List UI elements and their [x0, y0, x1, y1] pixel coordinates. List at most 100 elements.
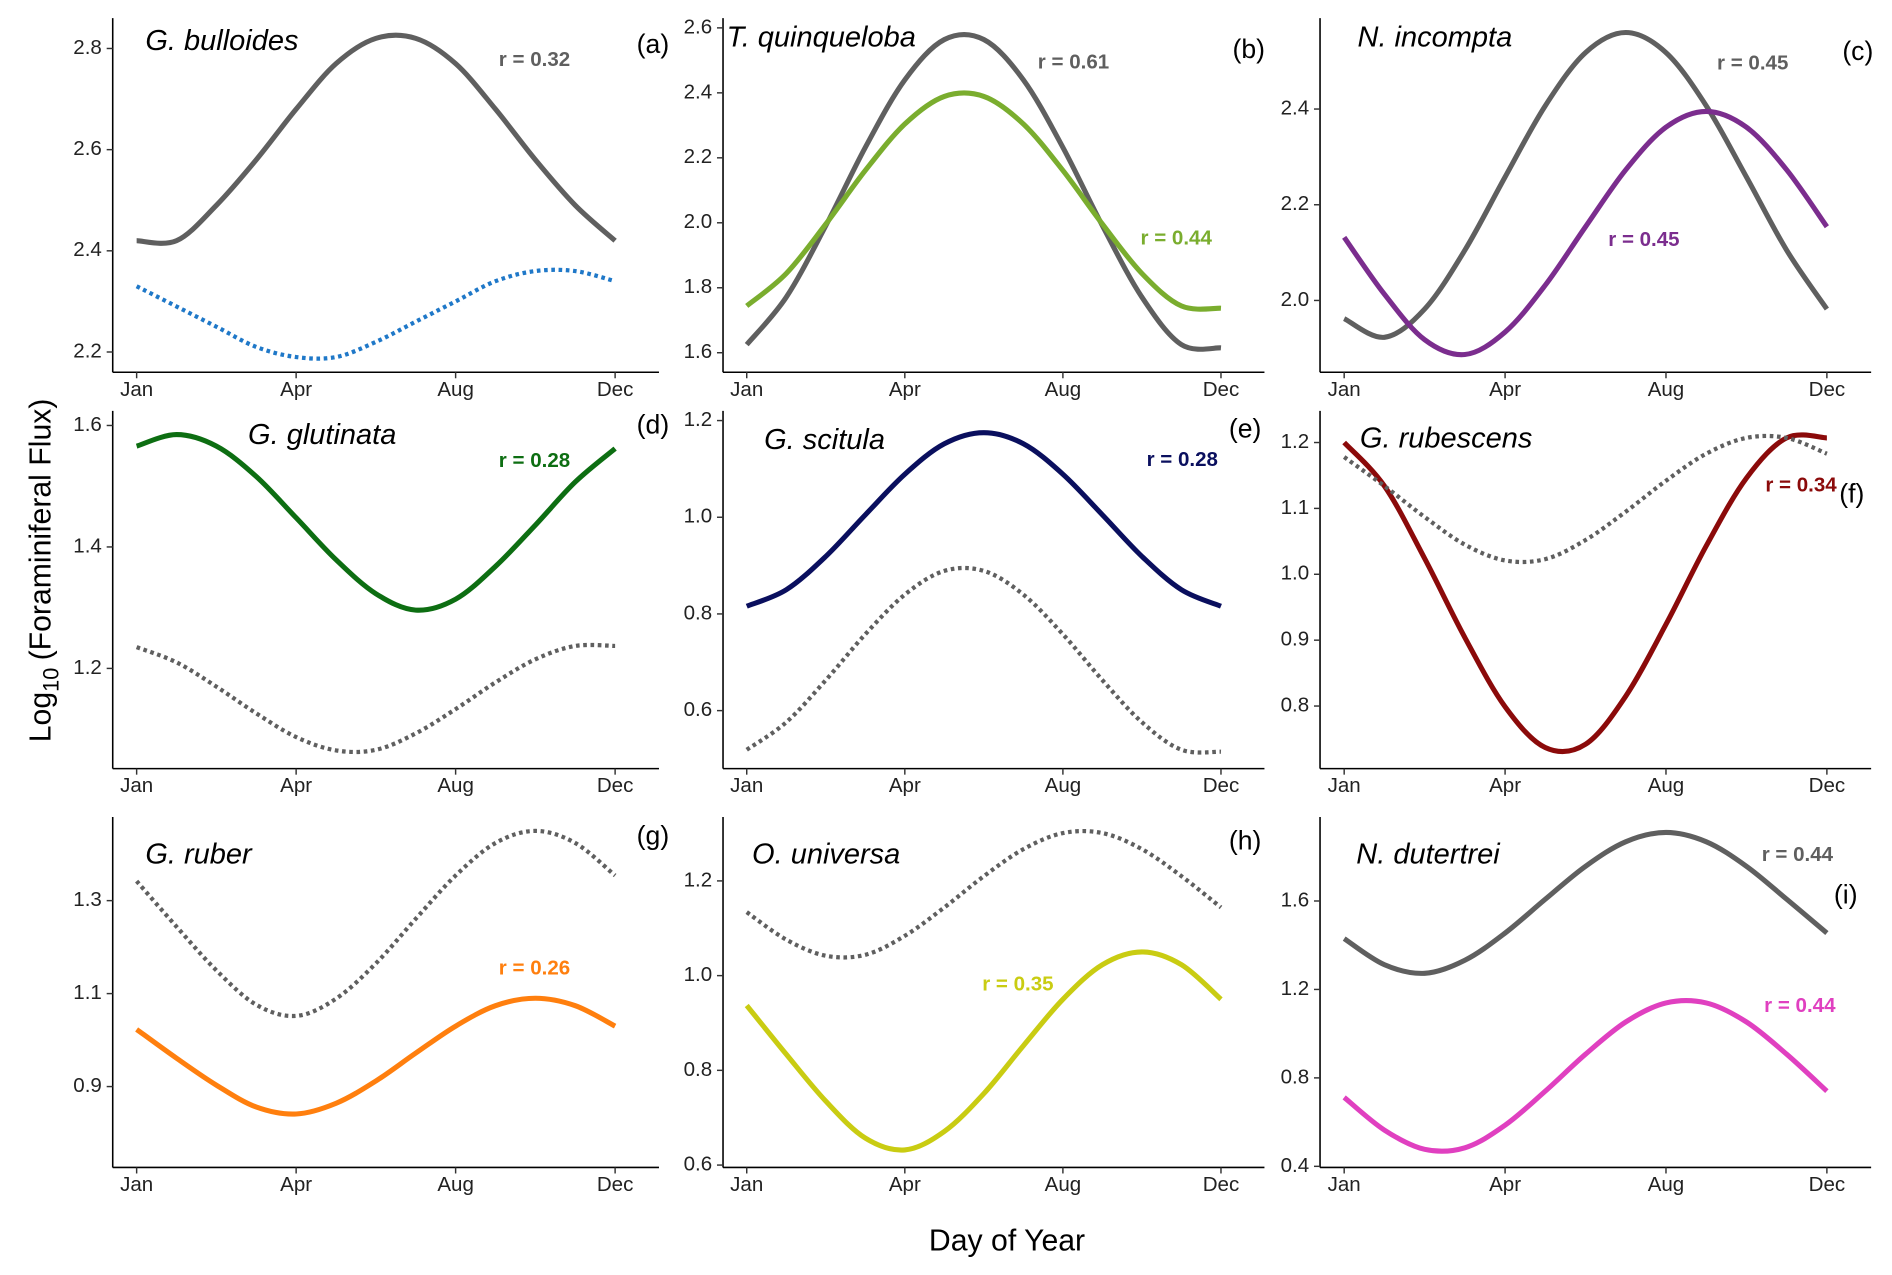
- x-tick-label: Aug: [1045, 774, 1082, 797]
- y-tick-label: 1.0: [1281, 562, 1310, 585]
- annotation: r = 0.28: [499, 449, 570, 472]
- y-tick-label: 1.3: [73, 888, 102, 911]
- x-tick-label: Jan: [120, 378, 153, 401]
- x-tick-label: Dec: [1809, 1173, 1846, 1196]
- panel-title: G. rubescens: [1360, 423, 1532, 455]
- annotation: r = 0.45: [1717, 51, 1788, 74]
- y-tick-label: 2.4: [1281, 96, 1310, 119]
- y-tick-label: 1.0: [684, 505, 713, 528]
- series-line: [136, 32, 617, 246]
- y-axis-title-subscript: 10: [38, 668, 63, 692]
- annotation: r = 0.61: [1038, 50, 1109, 73]
- annotation: r = 0.26: [499, 957, 570, 980]
- x-tick-label: Dec: [597, 378, 634, 401]
- x-tick-label: Aug: [1045, 1173, 1082, 1196]
- x-tick-label: Dec: [1203, 774, 1240, 797]
- series-line: [744, 32, 1222, 352]
- y-tick-label: 0.8: [1281, 693, 1310, 716]
- y-tick-label: 1.6: [73, 413, 102, 436]
- y-tick-label: 0.8: [684, 601, 713, 624]
- x-tick-label: Aug: [437, 378, 474, 401]
- series-line: [1342, 829, 1829, 976]
- x-tick-label: Jan: [120, 1173, 153, 1196]
- panel-label: (d): [637, 410, 669, 440]
- y-tick-label: 1.1: [73, 981, 102, 1004]
- series-line: [135, 642, 616, 755]
- panel-label: (h): [1229, 825, 1261, 855]
- x-tick-label: Apr: [1489, 378, 1521, 401]
- y-tick-label: 1.6: [1281, 888, 1310, 911]
- annotation: r = 0.35: [982, 972, 1053, 995]
- series-line: [1342, 29, 1829, 340]
- panel-title: G. bulloides: [145, 25, 298, 57]
- y-tick-label: 2.6: [73, 137, 102, 160]
- series-line: [135, 267, 616, 361]
- y-tick-label: 0.8: [684, 1058, 713, 1081]
- annotation: r = 0.44: [1141, 227, 1213, 250]
- x-tick-label: Apr: [889, 774, 921, 797]
- x-tick-label: Jan: [730, 1173, 763, 1196]
- panel-label: (a): [637, 29, 669, 59]
- y-tick-label: 1.0: [684, 963, 713, 986]
- y-axis-title-rest: (Foraminiferal Flux): [25, 399, 58, 661]
- y-tick-label: 2.2: [684, 145, 713, 168]
- x-tick-label: Jan: [1328, 1173, 1361, 1196]
- x-tick-label: Dec: [1203, 1173, 1240, 1196]
- series-line: [135, 432, 617, 613]
- series-line: [135, 828, 617, 1019]
- series-line: [1342, 108, 1829, 358]
- series-line: [1342, 433, 1828, 565]
- y-tick-label: 2.2: [1281, 192, 1310, 215]
- y-tick-label: 0.4: [1281, 1154, 1310, 1177]
- panel-title: O. universa: [752, 838, 900, 870]
- x-tick-label: Aug: [437, 1173, 474, 1196]
- y-tick-label: 0.9: [1281, 628, 1310, 651]
- y-tick-label: 1.2: [684, 408, 713, 431]
- series-line: [744, 949, 1223, 1153]
- x-tick-label: Apr: [1489, 1173, 1521, 1196]
- y-tick-label: 2.0: [684, 210, 713, 233]
- panel-title: G. scitula: [764, 424, 885, 456]
- series-line: [745, 565, 1222, 755]
- x-tick-label: Aug: [1648, 378, 1685, 401]
- x-tick-label: Apr: [1489, 774, 1521, 797]
- y-tick-label: 0.6: [684, 1152, 713, 1175]
- x-tick-label: Aug: [437, 774, 474, 797]
- x-tick-label: Apr: [280, 378, 312, 401]
- panel-title: T. quinqueloba: [727, 21, 916, 53]
- x-tick-label: Apr: [280, 774, 312, 797]
- y-axis-title: Log10 (Foraminiferal Flux): [25, 399, 63, 743]
- panel-label: (i): [1834, 880, 1858, 910]
- y-tick-label: 1.6: [684, 340, 713, 363]
- y-tick-label: 1.1: [1281, 496, 1310, 519]
- x-tick-label: Dec: [597, 774, 634, 797]
- y-tick-label: 0.9: [73, 1074, 102, 1097]
- y-tick-label: 0.8: [1281, 1065, 1310, 1088]
- x-tick-label: Apr: [889, 1173, 921, 1196]
- annotation: r = 0.28: [1147, 448, 1218, 471]
- y-tick-label: 1.2: [684, 868, 713, 891]
- x-tick-label: Dec: [597, 1173, 634, 1196]
- x-tick-label: Apr: [280, 1173, 312, 1196]
- x-tick-label: Jan: [730, 378, 763, 401]
- y-tick-label: 2.0: [1281, 288, 1310, 311]
- series-line: [1342, 998, 1829, 1154]
- y-tick-label: 2.8: [73, 36, 102, 59]
- x-tick-label: Jan: [730, 774, 763, 797]
- panel-label: (g): [637, 821, 669, 851]
- series-line: [745, 430, 1222, 609]
- y-tick-label: 0.6: [684, 698, 713, 721]
- panel-title: G. glutinata: [248, 419, 396, 451]
- x-tick-label: Dec: [1809, 774, 1846, 797]
- y-tick-label: 1.2: [1281, 430, 1310, 453]
- y-tick-label: 2.4: [73, 238, 102, 261]
- x-tick-label: Apr: [889, 378, 921, 401]
- panel-title: G. ruber: [145, 838, 253, 870]
- panel-label: (c): [1842, 36, 1873, 66]
- x-tick-label: Aug: [1045, 378, 1082, 401]
- y-tick-label: 2.6: [684, 15, 713, 38]
- annotation: r = 0.32: [499, 48, 570, 71]
- annotation: r = 0.45: [1608, 228, 1679, 251]
- y-tick-label: 1.8: [684, 275, 713, 298]
